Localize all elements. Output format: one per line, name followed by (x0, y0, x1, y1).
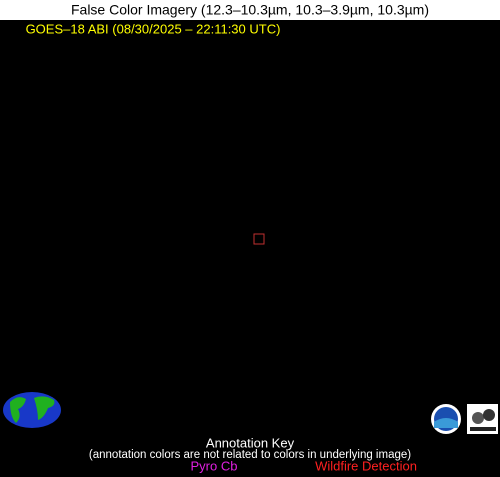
title-bar (0, 0, 500, 20)
globe-logo (1, 389, 63, 431)
legend-wildfire: Wildfire Detection (315, 458, 417, 473)
annotation-box (253, 233, 265, 245)
cimss-logo (467, 404, 498, 434)
noaa-logo (431, 404, 461, 434)
subtitle-box (5, 21, 302, 39)
subtitle: GOES–18 ABI (08/30/2025 – 22:11:30 UTC) (26, 21, 281, 36)
legend-pyro-cb: Pyro Cb (191, 458, 238, 473)
annotation-panel (0, 435, 500, 477)
imagery (0, 20, 500, 435)
annotation-key-title: Annotation Key (206, 435, 295, 450)
title: False Color Imagery (12.3–10.3µm, 10.3–3… (71, 2, 429, 18)
annotation-key-note: (annotation colors are not related to co… (89, 449, 411, 461)
